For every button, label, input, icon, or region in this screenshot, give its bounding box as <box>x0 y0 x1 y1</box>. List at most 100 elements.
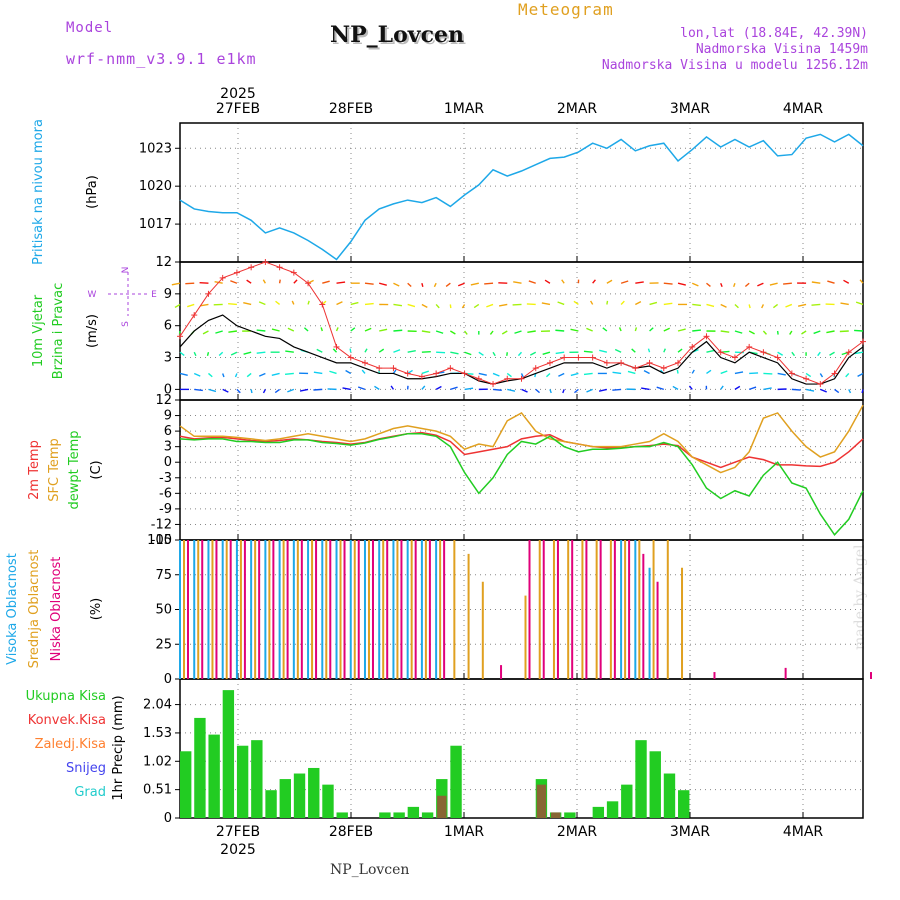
wind-arrow-20-0 <box>464 387 474 391</box>
wind-arrow-28-3 <box>570 328 579 332</box>
precip-total-bar-17 <box>421 812 434 818</box>
wind-arrow-47-4 <box>840 302 849 306</box>
wind-arrow-20-5 <box>457 282 465 287</box>
wind-arrow-18-4 <box>435 303 440 309</box>
wind-axis-title-2: Brzina i Pravac <box>51 283 66 380</box>
wind-arrow-18-2 <box>436 351 446 354</box>
wind-arrow-20-4 <box>461 304 466 309</box>
wind-arrow-44-0 <box>805 388 815 392</box>
wind-arrow-22-0 <box>492 388 502 391</box>
wind-arrow-22-1 <box>492 372 500 377</box>
precip-total-bar-10 <box>322 784 334 818</box>
wind-arrow-41-5 <box>757 282 764 287</box>
wind-arrow-24-3 <box>514 330 522 334</box>
wind-arrow-15-3 <box>393 329 403 332</box>
wind-arrow-14-2 <box>378 348 385 353</box>
footer-title: NP_Lovcen <box>330 862 410 878</box>
panel-frame-0 <box>179 122 864 263</box>
wind-arrow-23-1 <box>506 372 512 378</box>
wind-arrow-20-3 <box>464 330 468 335</box>
panel-frame-2 <box>179 399 864 541</box>
wind-arrow-17-3 <box>421 330 431 334</box>
wind-arrow-45-2 <box>817 351 821 357</box>
wind-arrow-12-1 <box>345 369 352 375</box>
wind-arrow-7-3 <box>271 328 280 332</box>
wind-arrow-4-2 <box>230 351 238 356</box>
wind-arrow-34-0 <box>656 386 665 391</box>
wind-arrow-3-1 <box>222 373 225 378</box>
model-label: Model <box>66 20 114 36</box>
top-date-label-1: 28FEB <box>329 101 373 117</box>
wind-arrow-23-0 <box>507 388 516 392</box>
temp-sfc-title: SFC Temp <box>47 438 62 502</box>
wind-arrow-38-3 <box>720 330 730 333</box>
wind-arrow-6-1 <box>258 372 266 377</box>
wind-arrow-17-5 <box>421 283 424 287</box>
cloud-mid-title: Srednja Oblacnost <box>27 550 42 669</box>
wind-arrow-30-4 <box>606 300 609 305</box>
wind-arrow-43-3 <box>789 330 793 335</box>
wind-arrow-38-0 <box>720 385 724 390</box>
wind-arrow-40-1 <box>749 372 759 375</box>
wind-arrow-42-4 <box>772 303 779 309</box>
ytick-label-2-8: 9 <box>164 409 172 424</box>
wind-arrow-29-3 <box>586 327 593 332</box>
wind-arrow-30-0 <box>598 388 608 392</box>
wind-arrow-13-4 <box>364 302 374 306</box>
wind-arrow-45-5 <box>811 281 821 284</box>
precip-convective-bar-18 <box>437 795 447 818</box>
ytick-label-3-2: 50 <box>155 603 172 618</box>
wind-arrow-2-2 <box>206 352 210 356</box>
bottom-date-label-2: 1MAR <box>444 824 485 840</box>
precip-convective-bar-26 <box>550 812 561 818</box>
wind-arrow-8-1 <box>284 372 294 375</box>
wind-arrow-32-2 <box>631 348 636 353</box>
wind-arrow-11-3 <box>335 327 339 332</box>
wind-arrow-6-4 <box>258 301 266 306</box>
wind-arrow-21-2 <box>478 351 484 356</box>
temp-dewpt-line <box>179 432 864 537</box>
compass-n-label: N <box>121 267 131 274</box>
wind-arrow-45-4 <box>811 303 821 306</box>
wind-arrow-21-1 <box>478 372 487 376</box>
wind-arrow-1-2 <box>193 351 197 357</box>
wind-arrow-31-5 <box>620 280 629 284</box>
wind-arrow-7-0 <box>274 388 281 394</box>
wind-arrow-26-2 <box>542 351 551 356</box>
ytick-label-3-1: 25 <box>155 637 172 652</box>
wind-arrow-22-5 <box>484 282 494 285</box>
wind-arrow-27-2 <box>555 351 565 355</box>
wind-arrow-25-3 <box>527 330 536 334</box>
wind-arrow-32-1 <box>627 370 636 375</box>
wind-arrow-27-4 <box>557 301 565 306</box>
panel-frame-4 <box>179 678 864 819</box>
bottom-date-label-5: 4MAR <box>783 824 824 840</box>
wind-arrow-10-3 <box>320 327 323 332</box>
wind-axis-title-1: 10m Vjetar <box>31 294 46 367</box>
wind-arrow-24-2 <box>517 351 523 357</box>
wind-arrow-8-4 <box>291 300 295 305</box>
wind-arrow-5-4 <box>243 302 252 306</box>
wind-arrow-29-0 <box>586 388 593 393</box>
ytick-label-4-2: 1.02 <box>143 754 172 769</box>
temp-sfc-line <box>179 404 864 474</box>
wind-arrow-5-5 <box>246 279 252 284</box>
pressure-unit: (hPa) <box>85 175 100 209</box>
ytick-label-3-4: 100 <box>147 533 172 548</box>
compass-e-label: E <box>151 290 157 300</box>
wind-arrow-24-0 <box>521 388 528 393</box>
ytick-label-1-2: 6 <box>164 319 172 334</box>
wind-arrow-22-4 <box>486 303 494 308</box>
wind-arrow-47-0 <box>848 389 852 394</box>
wind-arrow-47-3 <box>839 330 849 333</box>
wind-arrow-8-3 <box>287 327 295 332</box>
wind-arrow-41-4 <box>761 304 765 309</box>
wind-arrow-32-4 <box>635 301 642 306</box>
wind-arrow-14-0 <box>374 385 380 390</box>
wind-arrow-16-1 <box>407 369 413 375</box>
precip-total-bar-30 <box>606 801 619 818</box>
wind-arrow-28-1 <box>570 372 579 377</box>
wind-arrow-21-4 <box>473 303 480 309</box>
wind-arrow-0-1 <box>179 372 188 376</box>
wind-arrow-29-4 <box>590 300 594 305</box>
